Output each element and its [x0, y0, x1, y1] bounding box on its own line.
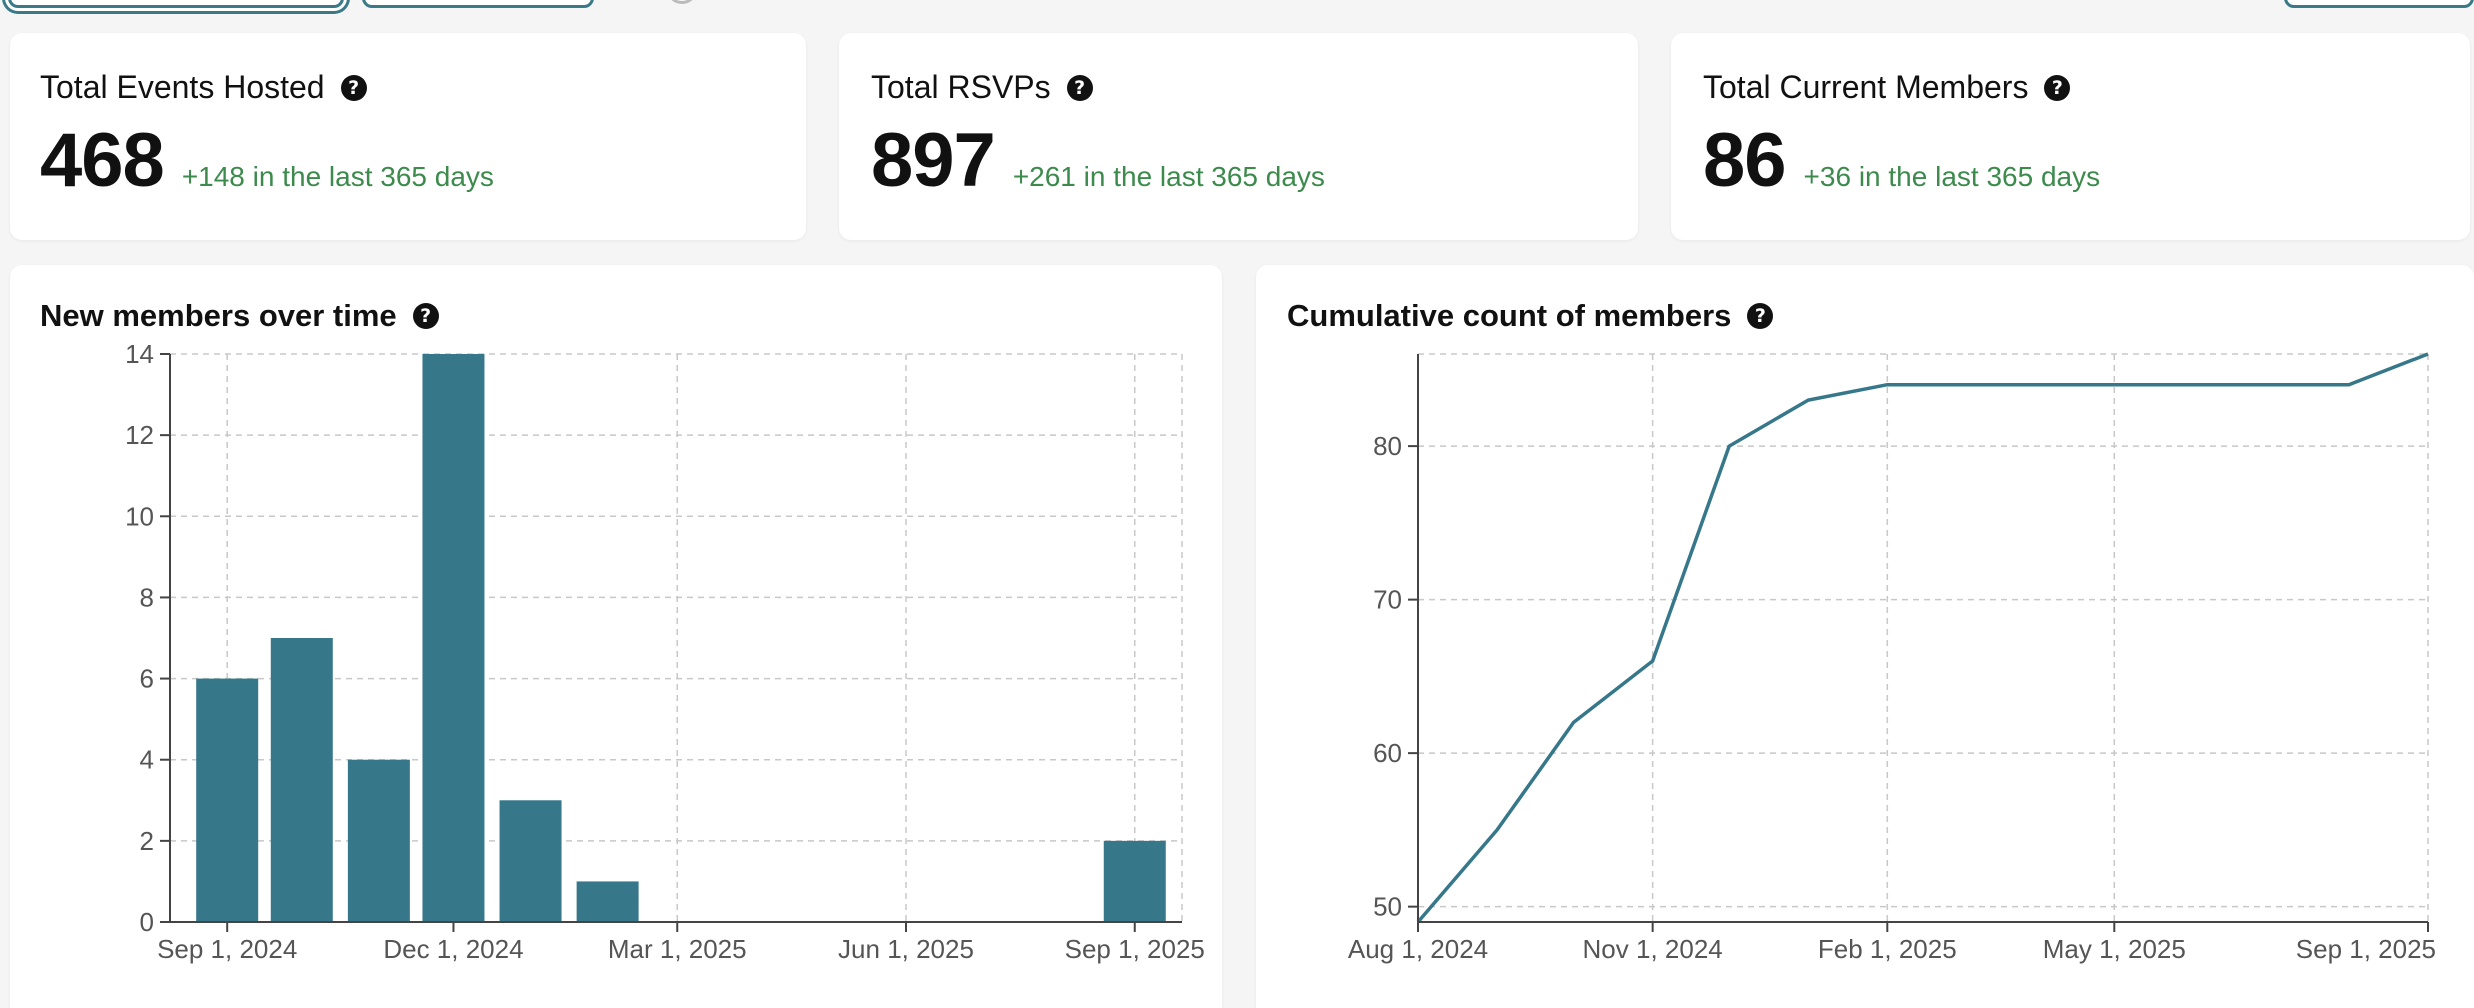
bar — [347, 759, 410, 922]
x-tick-label: May 1, 2025 — [2043, 934, 2186, 964]
x-tick-label: Aug 1, 2024 — [1348, 934, 1488, 964]
question-circle-icon[interactable]: ? — [340, 74, 367, 101]
y-tick-label: 10 — [125, 501, 154, 531]
bar — [576, 881, 639, 922]
x-tick-label: Dec 1, 2024 — [383, 934, 523, 964]
question-circle-icon[interactable]: ? — [1066, 74, 1093, 101]
stat-value: 468 — [40, 118, 165, 203]
y-tick-label: 12 — [125, 420, 154, 450]
x-tick-label: Feb 1, 2025 — [1818, 934, 1957, 964]
question-circle-icon[interactable]: ? — [412, 303, 439, 329]
x-tick-label: Sep 1, 2024 — [157, 934, 297, 964]
top-tab-strip — [0, 0, 2474, 14]
y-tick-label: 60 — [1373, 738, 1402, 768]
x-tick-label: Jun 1, 2025 — [838, 934, 974, 964]
y-tick-label: 4 — [140, 745, 154, 775]
x-tick-label: Mar 1, 2025 — [608, 934, 747, 964]
bar — [196, 678, 259, 922]
y-tick-label: 6 — [140, 664, 154, 694]
x-tick-label: Sep 1, 2025 — [2296, 934, 2436, 964]
series-line — [1416, 352, 2429, 924]
y-tick-label: 80 — [1373, 431, 1402, 461]
stat-title: Total Events Hosted — [40, 69, 325, 105]
y-tick-label: 50 — [1373, 892, 1402, 922]
bar — [422, 354, 485, 922]
y-tick-label: 70 — [1373, 585, 1402, 615]
question-circle-icon[interactable]: ? — [2044, 74, 2071, 101]
y-tick-label: 8 — [140, 582, 154, 612]
stat-delta: +36 in the last 365 days — [1803, 161, 2101, 192]
stat-value: 86 — [1703, 118, 1787, 203]
bar — [270, 638, 333, 922]
stat-value: 897 — [871, 118, 996, 203]
y-tick-label: 14 — [125, 339, 154, 369]
stat-delta: +261 in the last 365 days — [1012, 161, 1325, 192]
x-tick-label: Nov 1, 2024 — [1583, 934, 1723, 964]
chart-title: Cumulative count of members — [1287, 298, 1732, 333]
stat-card-members: Total Current Members ? 86 +36 in the la… — [1671, 33, 2470, 240]
y-tick-label: 0 — [140, 907, 154, 937]
bar — [1103, 840, 1166, 922]
x-tick-label: Sep 1, 2025 — [1065, 934, 1205, 964]
stat-delta: +148 in the last 365 days — [181, 161, 494, 192]
stat-title: Total RSVPs — [871, 69, 1051, 105]
question-circle-icon[interactable]: ? — [1747, 303, 1774, 329]
bar — [499, 800, 562, 922]
stat-card-rsvps: Total RSVPs ? 897 +261 in the last 365 d… — [839, 33, 1638, 240]
y-tick-label: 2 — [140, 826, 154, 856]
stat-card-events: Total Events Hosted ? 468 +148 in the la… — [10, 33, 806, 240]
chart-title: New members over time — [40, 298, 397, 333]
stat-title: Total Current Members — [1703, 69, 2029, 105]
